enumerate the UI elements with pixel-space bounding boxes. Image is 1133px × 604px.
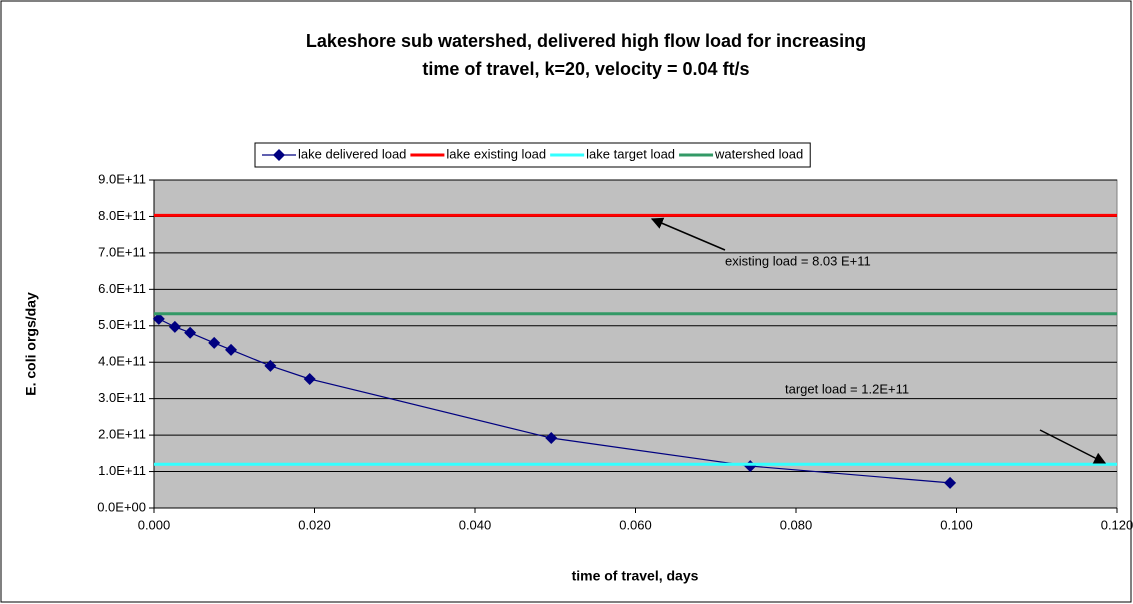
y-tick-label: 0.0E+00 bbox=[97, 499, 146, 514]
y-tick-label: 2.0E+11 bbox=[98, 427, 146, 442]
x-tick-label: 0.080 bbox=[780, 517, 813, 532]
y-tick-label: 1.0E+11 bbox=[98, 463, 146, 478]
marker bbox=[225, 343, 238, 356]
x-tick-label: 0.000 bbox=[138, 517, 171, 532]
chart-title: Lakeshore sub watershed, delivered high … bbox=[306, 31, 866, 51]
annotation-arrow bbox=[1039, 429, 1107, 464]
x-axis-title: time of travel, days bbox=[572, 568, 699, 584]
marker bbox=[303, 372, 316, 385]
x-tick-label: 0.020 bbox=[298, 517, 331, 532]
marker bbox=[168, 320, 181, 333]
legend-label: watershed load bbox=[714, 146, 803, 161]
x-tick-label: 0.060 bbox=[619, 517, 652, 532]
marker bbox=[545, 432, 558, 445]
y-tick-label: 8.0E+11 bbox=[98, 208, 146, 223]
marker bbox=[152, 312, 165, 325]
y-tick-label: 6.0E+11 bbox=[98, 281, 146, 296]
plot-area bbox=[153, 179, 1118, 509]
annotation-arrow bbox=[650, 217, 726, 251]
marker bbox=[264, 359, 277, 372]
legend-label: lake delivered load bbox=[298, 146, 406, 161]
marker bbox=[208, 336, 221, 349]
x-tick-label: 0.040 bbox=[459, 517, 492, 532]
y-tick-label: 5.0E+11 bbox=[98, 317, 146, 332]
y-tick-label: 7.0E+11 bbox=[98, 244, 146, 259]
legend-label: lake target load bbox=[586, 146, 675, 161]
y-tick-label: 3.0E+11 bbox=[98, 390, 146, 405]
y-tick-label: 9.0E+11 bbox=[98, 171, 146, 186]
annotation: existing load = 8.03 E+11 bbox=[725, 253, 871, 268]
legend bbox=[254, 142, 811, 168]
y-axis-title: E. coli orgs/day bbox=[23, 292, 39, 396]
marker bbox=[273, 149, 285, 161]
x-tick-label: 0.100 bbox=[940, 517, 973, 532]
legend-label: lake existing load bbox=[446, 146, 546, 161]
marker bbox=[944, 476, 957, 489]
x-tick-label: 0.120 bbox=[1101, 517, 1133, 532]
y-tick-label: 4.0E+11 bbox=[98, 354, 146, 369]
chart-title: time of travel, k=20, velocity = 0.04 ft… bbox=[422, 59, 749, 79]
series-line bbox=[158, 318, 951, 484]
marker bbox=[184, 326, 197, 339]
annotation: target load = 1.2E+11 bbox=[785, 381, 909, 396]
